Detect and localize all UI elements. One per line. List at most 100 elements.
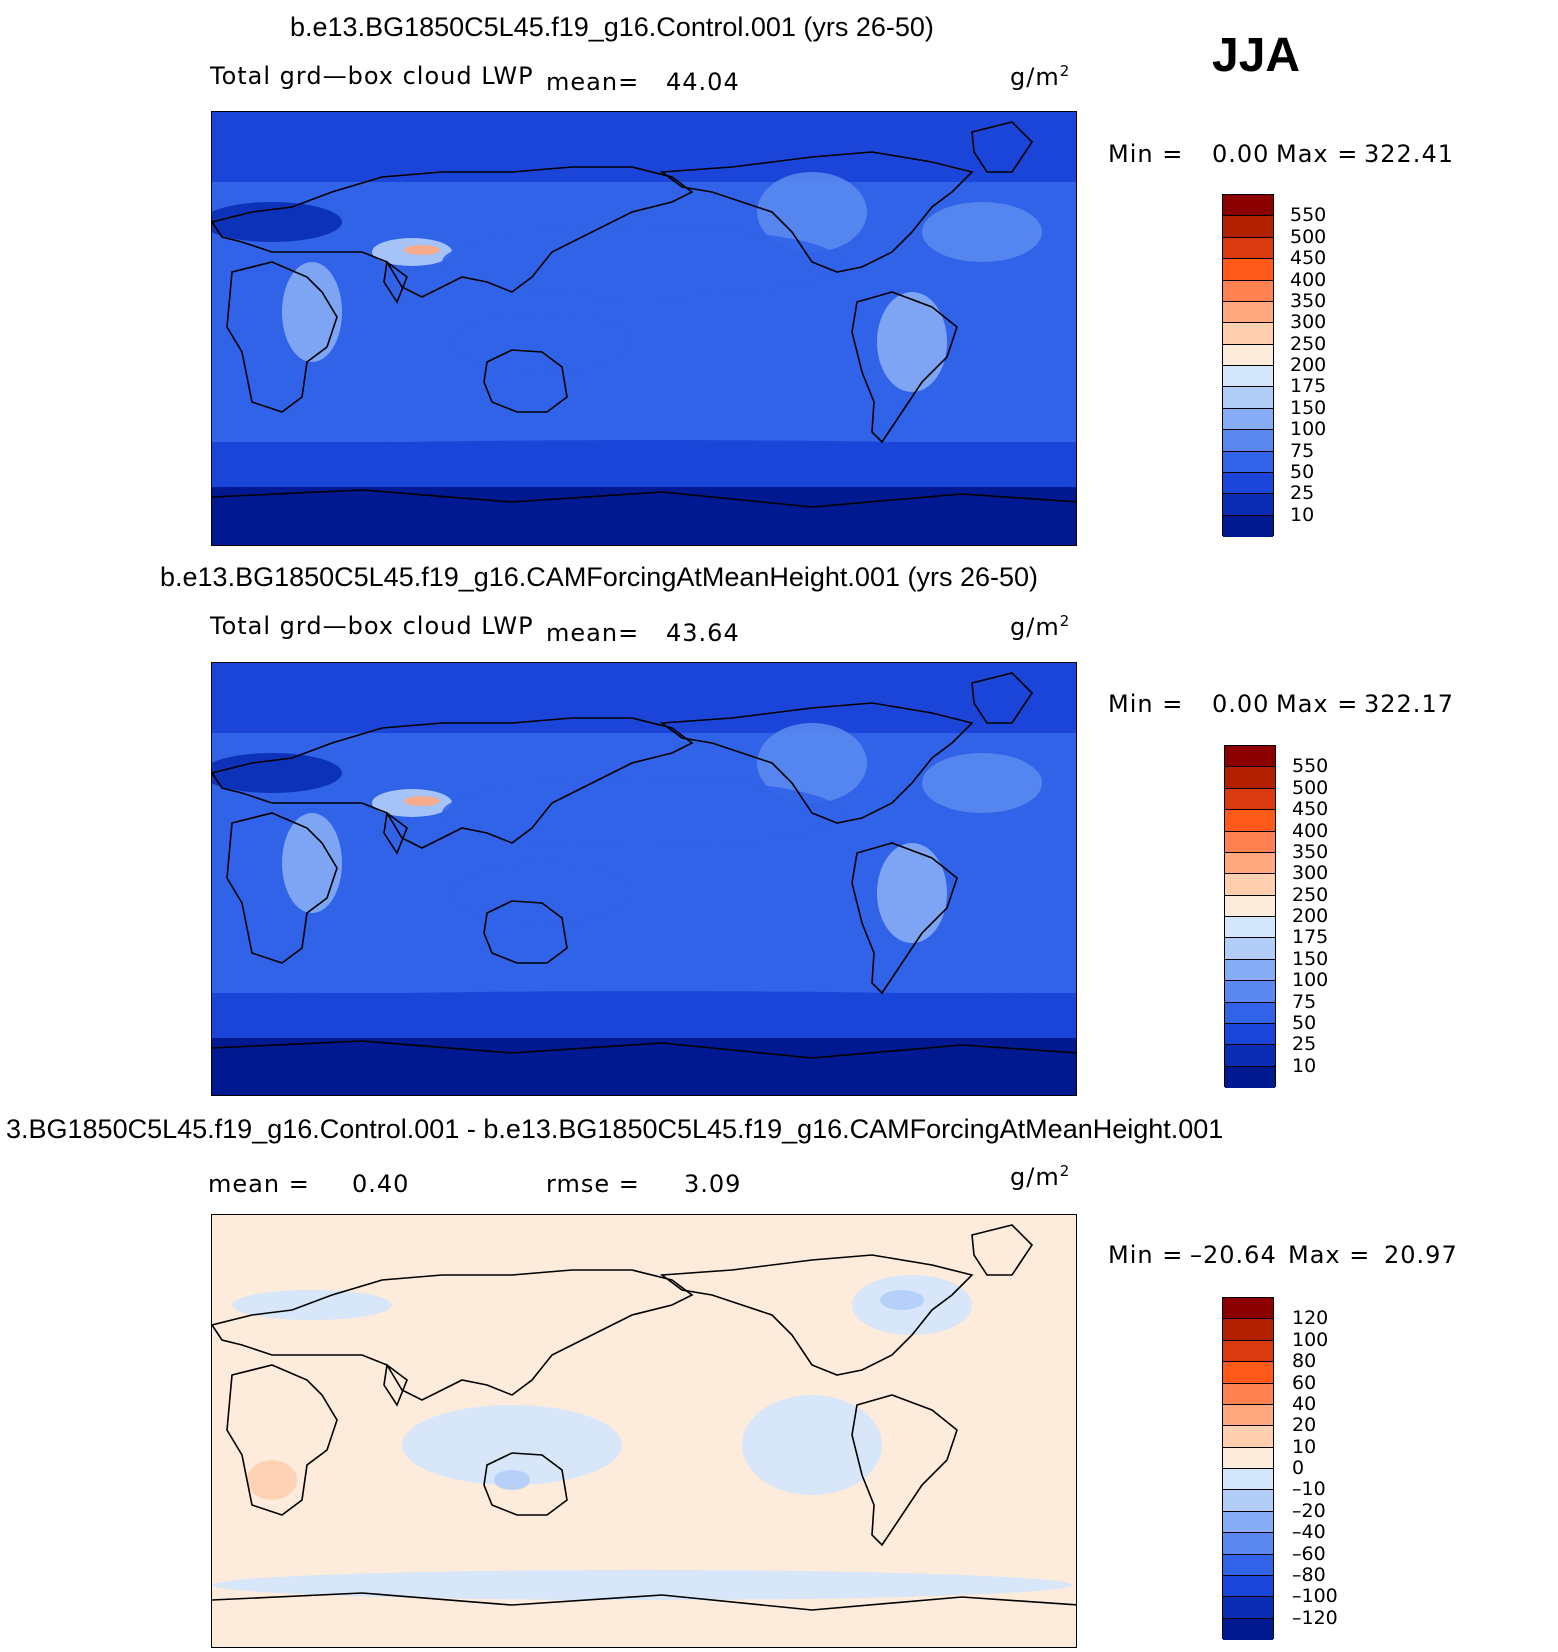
colorbar-tick-label: –100 [1292, 1585, 1338, 1608]
map-contour-region [452, 312, 632, 372]
colorbar-swatch [1225, 959, 1275, 982]
colorbar-swatch [1223, 1340, 1273, 1363]
colorbar-swatch [1223, 1490, 1273, 1512]
colorbar-swatch [1223, 1362, 1273, 1384]
panel-3-min-value: –20.64 [1190, 1241, 1277, 1269]
map-coastline [659, 1254, 974, 1376]
map-coastline [383, 811, 408, 855]
map-contour-region [282, 813, 342, 913]
map-coastline [971, 121, 1034, 173]
map-contour-region [212, 202, 342, 242]
colorbar-swatch [1223, 1618, 1273, 1640]
colorbar-swatch [1223, 1447, 1273, 1469]
panel-1-title: b.e13.BG1850C5L45.f19_g16.Control.001 (y… [290, 12, 934, 42]
colorbar-swatch [1223, 451, 1273, 473]
colorbar-swatch [1225, 831, 1275, 853]
map-coastline [212, 1269, 694, 1401]
colorbar-swatch [1223, 259, 1273, 281]
panel-1-min-value: 0.00 [1212, 140, 1270, 168]
colorbar-swatch [1225, 917, 1275, 939]
map-coastline [212, 489, 1076, 508]
colorbar-tick-label: 60 [1292, 1371, 1317, 1394]
colorbar-tick-label: 80 [1292, 1350, 1317, 1373]
colorbar-swatch [1223, 430, 1273, 452]
map-contour-region [404, 245, 440, 255]
panel-3-rmse-value: 3.09 [684, 1170, 742, 1198]
colorbar-tick-label: 10 [1292, 1054, 1317, 1077]
colorbar-swatch [1223, 1511, 1273, 1534]
colorbar-tick-label: 500 [1292, 776, 1329, 799]
panel-3-title: 3.BG1850C5L45.f19_g16.Control.001 - b.e1… [6, 1114, 1224, 1144]
colorbar-tick-label: 250 [1292, 883, 1329, 906]
map-contour-region [212, 753, 342, 793]
map-coastline [212, 1040, 1076, 1059]
colorbar-swatch [1223, 1383, 1273, 1405]
colorbar-tick-label: 10 [1292, 1435, 1317, 1458]
panel-3-mean-label: mean = [208, 1170, 310, 1198]
colorbar-tick-label: 50 [1292, 1011, 1317, 1034]
panel-1-mean-value: 44.04 [666, 68, 740, 96]
map-coastline [483, 900, 568, 964]
map-svg [212, 663, 1076, 1095]
colorbar-swatch [1223, 216, 1273, 238]
panel-3-colorbar [1222, 1297, 1274, 1640]
map-contour-region [877, 843, 947, 943]
colorbar-tick-label: 450 [1292, 798, 1329, 821]
map-coastline [226, 1364, 338, 1516]
panel-2-mean-label: mean= [546, 619, 640, 647]
colorbar-tick-label: 550 [1292, 755, 1329, 778]
panel-2-units: g/m2 [1010, 612, 1071, 641]
map-contour-region [247, 1460, 297, 1500]
colorbar-tick-label: –20 [1292, 1499, 1326, 1522]
map-coastline [226, 261, 338, 413]
panel-3-rmse-label: rmse = [546, 1170, 640, 1198]
panel-1-max-label: Max = [1276, 140, 1359, 168]
map-svg [212, 112, 1076, 545]
colorbar-swatch [1223, 1554, 1273, 1576]
map-coastline [383, 260, 408, 304]
panel-3-units: g/m2 [1010, 1162, 1071, 1191]
panel-2-min-label: Min = [1108, 690, 1184, 718]
map-coastline [483, 1452, 568, 1516]
colorbar-tick-label: 10 [1290, 503, 1315, 526]
panel-1-map [211, 111, 1077, 546]
colorbar-swatch [1225, 938, 1275, 960]
colorbar-swatch [1223, 494, 1273, 516]
colorbar-swatch [1223, 237, 1273, 260]
season-label: JJA [1212, 29, 1301, 82]
map-contour-region [757, 723, 867, 803]
colorbar-swatch [1223, 344, 1273, 366]
colorbar-tick-label: –120 [1292, 1606, 1338, 1629]
colorbar-tick-label: –60 [1292, 1542, 1326, 1565]
colorbar-swatch [1225, 767, 1275, 789]
map-contour-region [212, 991, 1076, 1015]
panel-2-max-label: Max = [1276, 690, 1359, 718]
colorbar-tick-label: 350 [1290, 289, 1327, 312]
map-coastline [212, 166, 694, 298]
map-coastline [212, 717, 694, 849]
colorbar-tick-label: 175 [1292, 926, 1329, 949]
colorbar-tick-label: 75 [1292, 990, 1317, 1013]
colorbar-swatch [1223, 1597, 1273, 1619]
map-contour-region [922, 202, 1042, 262]
panel-2-map [211, 662, 1077, 1096]
colorbar-swatch [1225, 895, 1275, 917]
map-contour-region [880, 1290, 924, 1310]
colorbar-tick-label: 50 [1290, 460, 1315, 483]
panel-3-max-label: Max = [1288, 1241, 1371, 1269]
map-coastline [659, 151, 974, 273]
map-polar-band-north [212, 112, 1076, 182]
map-coastline [383, 1363, 408, 1407]
colorbar-tick-label: 175 [1290, 375, 1327, 398]
map-contour-region [757, 172, 867, 252]
colorbar-swatch [1225, 1045, 1275, 1067]
colorbar-swatch [1223, 301, 1273, 324]
panel-2-title: b.e13.BG1850C5L45.f19_g16.CAMForcingAtMe… [160, 562, 1039, 592]
colorbar-tick-label: 100 [1290, 418, 1327, 441]
map-contour-region [232, 1290, 392, 1320]
panel-1-variable: Total grd—box cloud LWP [210, 62, 534, 90]
colorbar-swatch [1223, 366, 1273, 388]
colorbar-swatch [1223, 195, 1273, 217]
map-coastline [851, 1394, 958, 1547]
map-contour-region [402, 1405, 622, 1485]
